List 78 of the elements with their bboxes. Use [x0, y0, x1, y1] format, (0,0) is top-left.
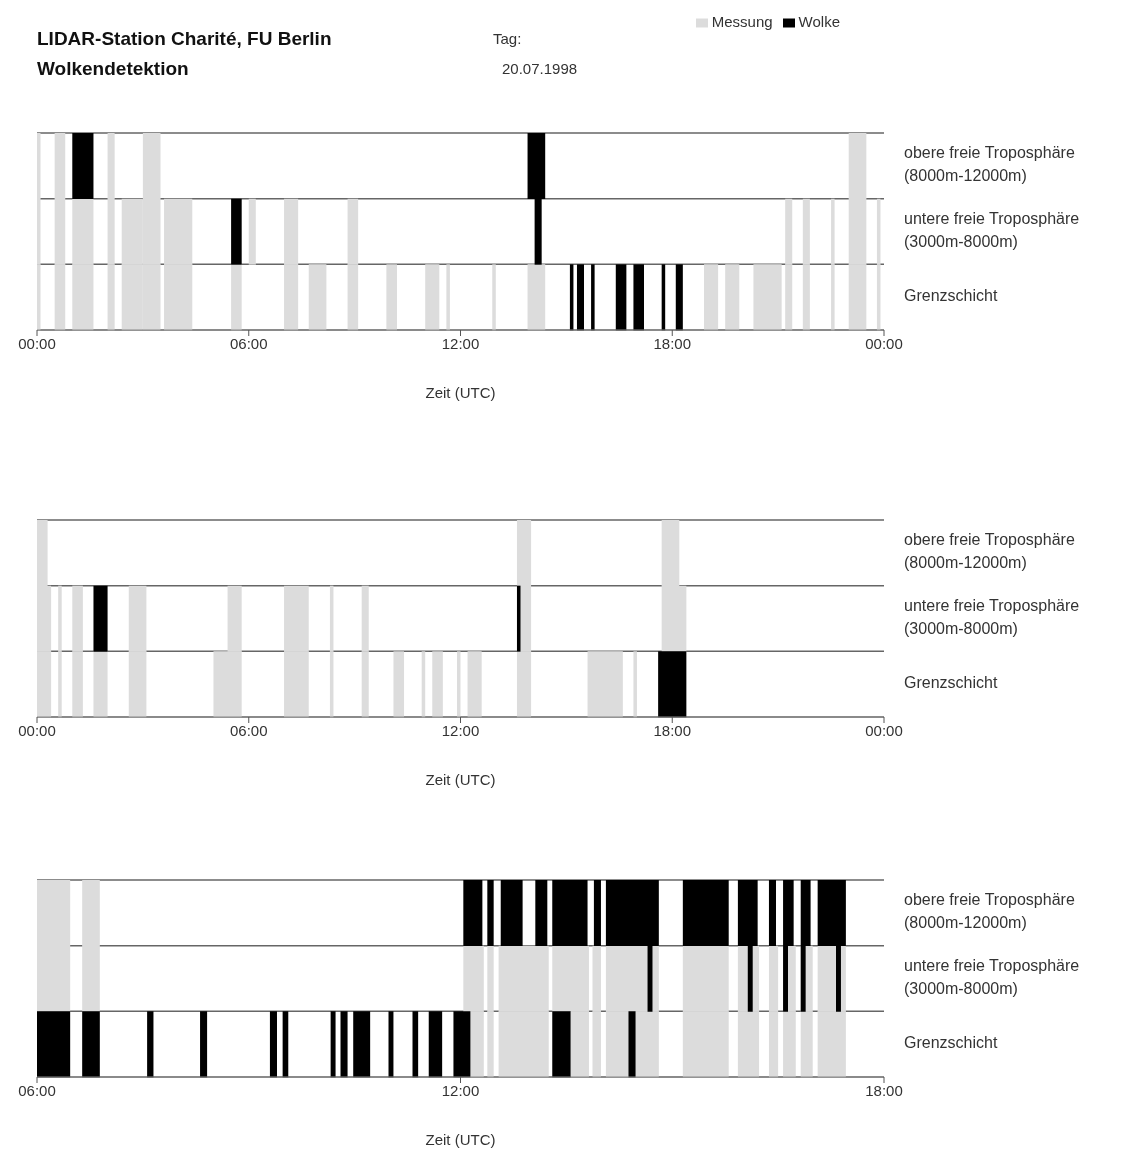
y-tick-label: Grenzschicht [904, 674, 998, 692]
text: Tag: [493, 30, 522, 47]
bar [552, 1011, 571, 1078]
bar [527, 264, 546, 331]
bar [93, 585, 108, 652]
chart-title: LIDAR-Station Charité, FU Berlin [37, 28, 332, 50]
bar [37, 1011, 71, 1078]
bar [682, 880, 729, 946]
bar [587, 651, 623, 718]
y-tick-label: Grenzschicht [904, 1034, 998, 1052]
bar [658, 651, 687, 718]
bar [591, 264, 595, 331]
bar [456, 651, 461, 718]
x-axis-title: Zeit (UTC) [425, 1131, 496, 1148]
y-tick-label: untere freie Troposphäre (3000m-8000m) [904, 957, 1080, 998]
bar [82, 1011, 100, 1078]
bar [593, 880, 601, 946]
bar [432, 651, 443, 718]
x-tick-label: 12:00 [441, 721, 480, 739]
bar [393, 651, 405, 718]
bar [93, 651, 108, 718]
bar [308, 264, 327, 331]
bar [633, 264, 645, 331]
chart-subtitle: Wolkendetektion [37, 58, 189, 80]
x-axis-title: Zeit (UTC) [425, 384, 496, 401]
y-tick-label: obere freie Troposphäre (8000m-12000m) [904, 891, 1075, 932]
bar [446, 264, 450, 331]
x-tick-label: 06:00 [229, 334, 268, 352]
legend-label: Wolke [798, 13, 840, 30]
bar [467, 651, 482, 718]
bar [753, 264, 782, 331]
bar [231, 264, 242, 331]
y-tick-label: Grenzschicht [904, 287, 998, 305]
bar [231, 198, 242, 265]
bar [500, 880, 523, 946]
bar [628, 1011, 636, 1078]
x-tick-label: 18:00 [865, 1081, 903, 1099]
bar [72, 133, 94, 199]
x-tick-label: 00:00 [865, 334, 903, 352]
bar [428, 1011, 443, 1078]
bar [200, 1011, 208, 1078]
y-tick-label: untere freie Troposphäre (3000m-8000m) [904, 597, 1080, 638]
bar [487, 880, 494, 946]
bar [147, 1011, 154, 1078]
bar [633, 651, 637, 718]
bar [330, 1011, 336, 1078]
y-tick-label: obere freie Troposphäre (8000m-12000m) [904, 531, 1075, 572]
bar [492, 264, 496, 331]
x-tick-label: 06:00 [229, 721, 268, 739]
y-tick-label: obere freie Troposphäre (8000m-12000m) [904, 144, 1075, 185]
bar [340, 1011, 348, 1078]
text: 20.07.1998 [502, 60, 578, 77]
x-tick-label: 00:00 [865, 721, 903, 739]
x-tick-label: 00:00 [18, 721, 56, 739]
y-tick-label: untere freie Troposphäre (3000m-8000m) [904, 210, 1080, 251]
x-tick-label: 06:00 [18, 1081, 56, 1099]
bar [704, 264, 719, 331]
bar [576, 264, 585, 331]
legend-label: Messung [711, 13, 773, 30]
x-tick-label: 12:00 [441, 1081, 480, 1099]
x-tick-label: 18:00 [653, 721, 692, 739]
bar [269, 1011, 277, 1078]
bar [675, 264, 683, 331]
bar [463, 880, 483, 946]
x-axis-title: Zeit (UTC) [425, 771, 496, 788]
bar [615, 264, 627, 331]
x-tick-label: 00:00 [18, 334, 56, 352]
bar [248, 198, 256, 265]
x-tick-label: 18:00 [653, 334, 692, 352]
bar [552, 880, 588, 946]
bar [353, 1011, 371, 1078]
bar [453, 1011, 471, 1078]
x-tick-label: 12:00 [441, 334, 480, 352]
bar [725, 264, 740, 331]
bar [768, 880, 777, 946]
bar [386, 264, 397, 331]
bar [425, 264, 440, 331]
bar [535, 880, 548, 946]
